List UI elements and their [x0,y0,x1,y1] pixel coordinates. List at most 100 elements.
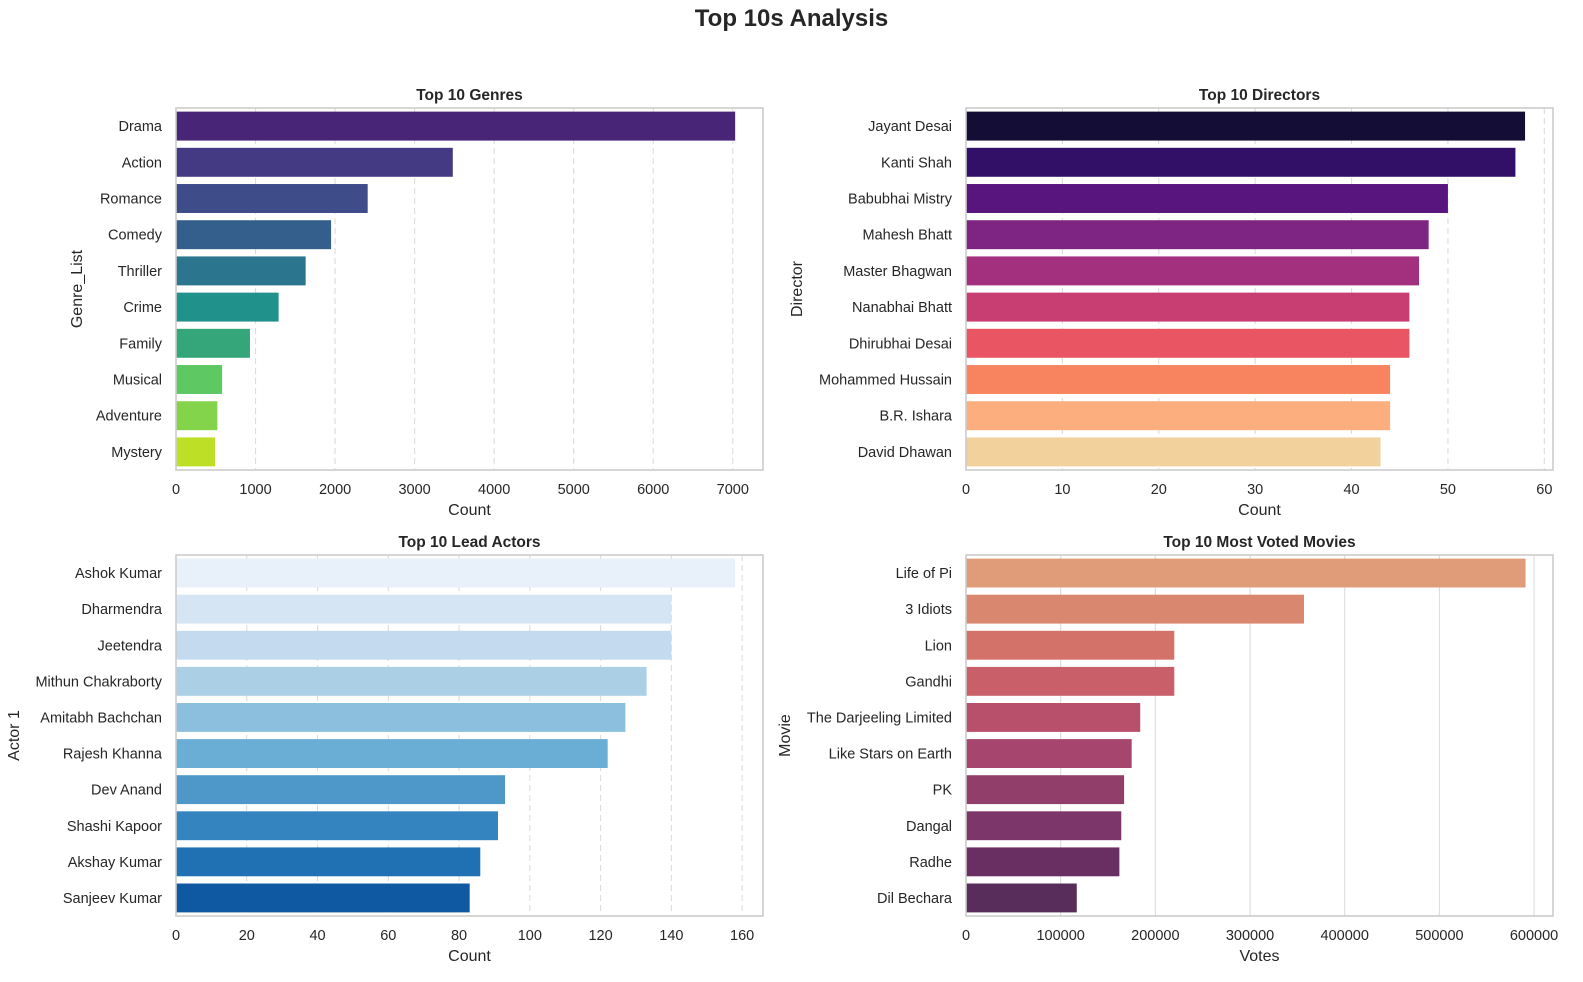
bar-mohammed-hussain [966,365,1391,394]
x-tick-label: 20 [1151,482,1167,498]
x-tick-label: 0 [172,482,180,498]
category-label: Drama [118,119,162,135]
bar-lion [966,630,1175,660]
category-label: Shashi Kapoor [67,819,162,835]
category-label: Adventure [96,409,162,425]
x-tick-label: 5000 [558,482,590,498]
x-tick-label: 400000 [1321,928,1369,944]
category-label: Akshay Kumar [68,855,162,871]
category-label: Dangal [906,819,952,835]
bar-ashok-kumar [176,558,736,588]
panel-top-genres: Drama Action Romance Comedy Thriller Crime Fam… [69,87,764,519]
bar-nanabhai-bhatt [966,292,1410,322]
bar-life-of-pi [966,558,1526,588]
x-tick-label: 50 [1440,482,1456,498]
bar-akshay-kumar [176,847,481,877]
bar-shashi-kapoor [176,811,498,841]
plot-frame [965,107,1554,471]
bar-jayant-desai [966,111,1526,141]
x-axis-label: Count [448,502,491,519]
bar-comedy [176,220,332,250]
panel-top-voted-movies: Life of Pi 3 Idiots Lion Gandhi The Darjeeli… [777,534,1558,965]
bar-drama [176,111,736,141]
category-label: The Darjeeling Limited [807,710,952,726]
plot-frame [965,554,1554,917]
category-label: Life of Pi [896,566,952,582]
category-label: Dev Anand [91,783,162,799]
category-label: Mithun Chakraborty [35,674,162,690]
bar-dhirubhai-desai [966,328,1410,358]
bar-romance [176,184,368,213]
x-tick-label: 2000 [319,482,351,498]
category-label: Musical [113,373,162,389]
x-tick-label: 80 [451,928,467,944]
y-axis-label: Genre_List [69,249,86,328]
category-label: Ashok Kumar [75,566,162,582]
x-tick-label: 7000 [717,482,749,498]
category-label: Master Bhagwan [843,264,952,280]
x-tick-label: 100 [518,928,542,944]
bar-b-r-ishara [966,401,1391,431]
category-label: Amitabh Bachchan [40,710,162,726]
x-tick-label: 200000 [1131,928,1179,944]
x-tick-label: 4000 [478,482,510,498]
subplot-title: Top 10 Directors [1199,87,1320,104]
bar-master-bhagwan [966,256,1420,286]
bar-like-stars-on-earth [966,739,1132,768]
x-tick-label: 500000 [1415,928,1463,944]
x-tick-label: 30 [1247,482,1263,498]
category-label: Mohammed Hussain [819,373,952,389]
category-label: Nanabhai Bhatt [852,300,952,316]
category-label: Mahesh Bhatt [863,228,952,244]
bar-thriller [176,256,306,286]
bar-kanti-shah [966,147,1516,177]
bar-mahesh-bhatt [966,220,1429,250]
category-label: Radhe [909,855,952,871]
x-tick-label: 0 [962,928,970,944]
y-axis-label: Director [789,260,806,317]
x-tick-label: 40 [1343,482,1359,498]
category-label: Romance [100,192,162,208]
bar-crime [176,292,279,322]
bar-david-dhawan [966,437,1381,467]
category-label: Comedy [108,228,163,244]
y-axis-label: Actor 1 [6,710,23,761]
x-tick-label: 0 [172,928,180,944]
category-label: Dhirubhai Desai [849,336,952,352]
bar-gandhi [966,666,1175,696]
bar-jeetendra [176,630,672,660]
category-label: Jeetendra [98,638,163,654]
category-label: B.R. Ishara [879,409,952,425]
figure-title: Top 10s Analysis [694,5,889,32]
x-tick-label: 600000 [1510,928,1558,944]
category-label: Rajesh Khanna [63,747,163,763]
bar-pk [966,775,1125,805]
category-label: Lion [925,638,952,654]
x-tick-label: 6000 [637,482,669,498]
bar-dangal [966,811,1122,841]
category-label: Gandhi [905,674,952,690]
x-tick-label: 1000 [239,482,271,498]
panel-top-lead-actors: Ashok Kumar Dharmendra Jeetendra Mithun Cha… [6,534,764,965]
x-axis-label: Count [448,948,491,965]
x-tick-label: 60 [380,928,396,944]
x-tick-label: 60 [1536,482,1552,498]
bar-action [176,147,453,177]
bar-dil-bechara [966,883,1077,913]
category-label: Kanti Shah [881,155,952,171]
category-label: 3 Idiots [905,602,952,618]
x-tick-label: 140 [659,928,683,944]
plot-frame [175,554,764,917]
category-label: Action [122,155,162,171]
y-axis-label: Movie [777,714,794,757]
bar-mystery [176,437,215,467]
bar-dev-anand [176,775,506,805]
subplot-title: Top 10 Lead Actors [398,534,540,551]
plot-frame [175,107,764,471]
bar-family [176,328,250,358]
category-label: Like Stars on Earth [829,747,952,763]
bar-adventure [176,401,218,431]
category-label: Dharmendra [81,602,163,618]
category-label: Mystery [111,445,163,461]
